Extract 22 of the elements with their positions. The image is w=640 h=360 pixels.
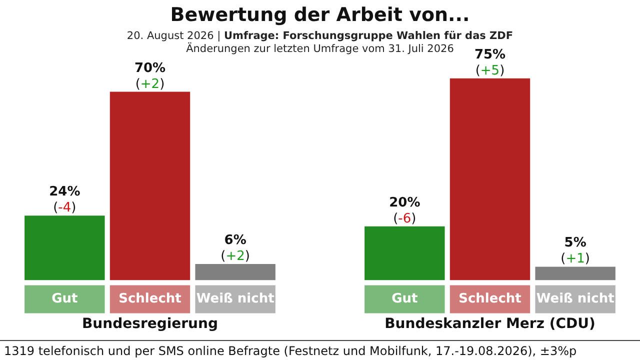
x-axis-title: Bundeskanzler Merz (CDU) xyxy=(384,316,596,332)
annotation: (-4) xyxy=(53,200,76,216)
text: 1319 telefonisch und per SMS online Befragte (Festnetz und Mobilfunk, 17.-19.08.2026), ±3%p xyxy=(0,340,640,360)
annotation: (-6) xyxy=(393,211,416,226)
annotation: (+1) xyxy=(560,252,590,267)
x-tick-label: Gut xyxy=(52,292,78,307)
data-label: 70% xyxy=(134,60,166,76)
x-tick-label: Weiß nicht xyxy=(536,292,614,307)
data-label: 24% xyxy=(49,184,80,200)
text: Bewertung der Arbeit von... xyxy=(169,4,471,26)
data-label: 5% xyxy=(564,236,586,251)
annotation: (+2) xyxy=(220,249,250,264)
x-tick-label: Schlecht xyxy=(118,292,182,307)
x-tick-label: Gut xyxy=(392,292,418,307)
data-label: 75% xyxy=(474,47,506,62)
annotation: (+2) xyxy=(135,76,165,92)
annotation: (+5) xyxy=(475,63,505,78)
x-tick-label: Schlecht xyxy=(458,292,522,307)
data-label: 6% xyxy=(224,233,246,248)
data-label: 20% xyxy=(389,195,420,210)
x-axis-title: Bundesregierung xyxy=(82,316,218,332)
x-tick-label: Weiß nicht xyxy=(196,292,274,307)
